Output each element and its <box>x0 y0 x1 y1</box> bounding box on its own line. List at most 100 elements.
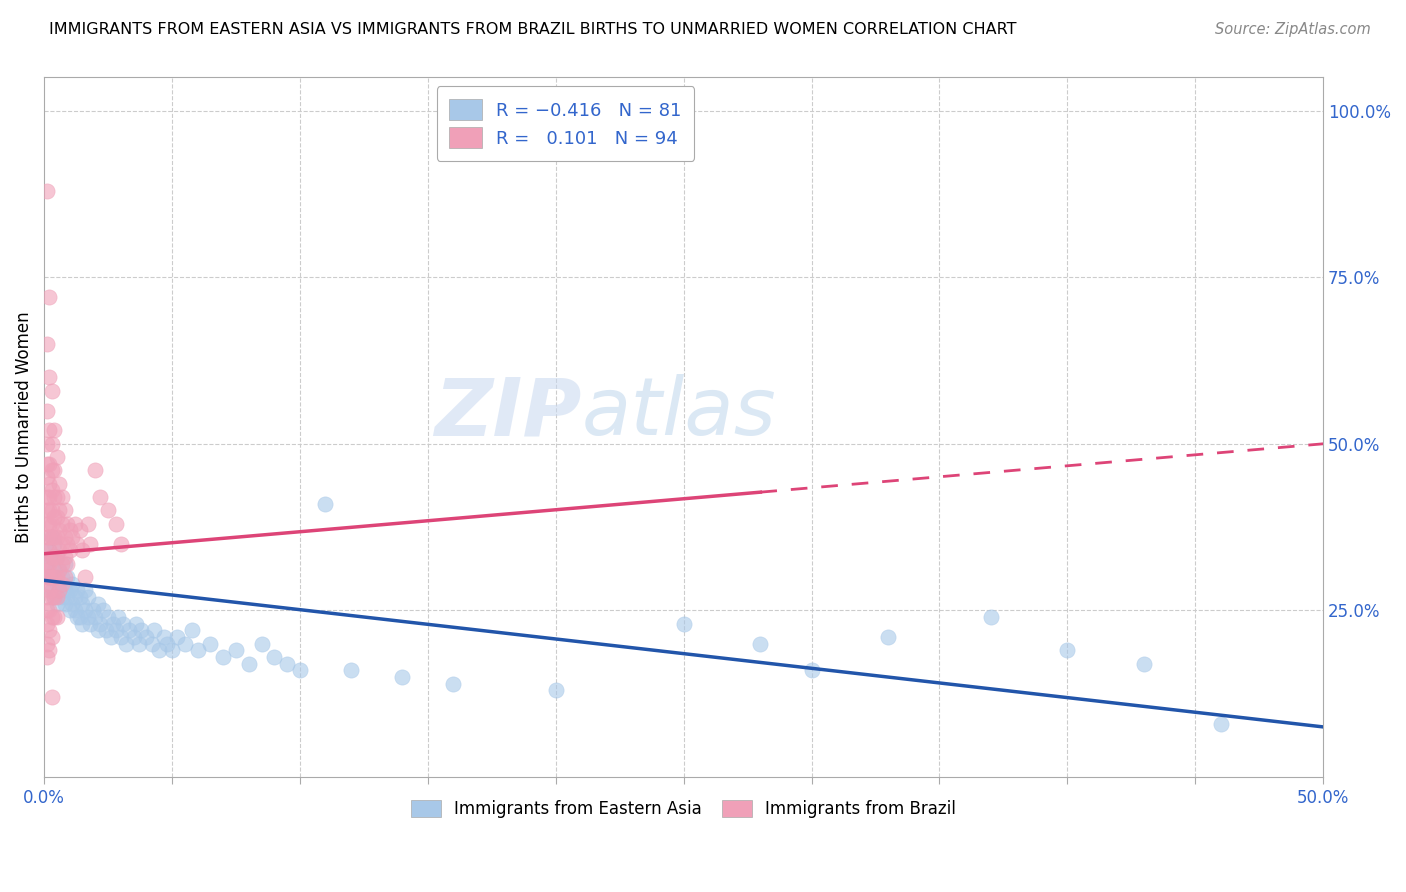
Point <box>45 490 67 504</box>
Point <box>141 637 163 651</box>
Point <box>1133 657 1156 671</box>
Point <box>35 337 58 351</box>
Point <box>38 290 60 304</box>
Point <box>41 483 63 498</box>
Point <box>38 543 60 558</box>
Point <box>35 616 58 631</box>
Point <box>89 616 111 631</box>
Point <box>76 610 98 624</box>
Point <box>51 590 73 604</box>
Point <box>104 516 127 531</box>
Point <box>41 590 63 604</box>
Point <box>276 657 298 671</box>
Point <box>63 590 86 604</box>
Point <box>41 530 63 544</box>
Point <box>97 610 120 624</box>
Point <box>38 516 60 531</box>
Point <box>38 476 60 491</box>
Point <box>181 624 204 638</box>
Point <box>87 597 110 611</box>
Point <box>41 516 63 531</box>
Point <box>38 530 60 544</box>
Point <box>59 583 82 598</box>
Point <box>441 676 464 690</box>
Text: Source: ZipAtlas.com: Source: ZipAtlas.com <box>1215 22 1371 37</box>
Point <box>82 603 104 617</box>
Point <box>41 437 63 451</box>
Point <box>117 624 139 638</box>
Point <box>35 403 58 417</box>
Point <box>56 590 79 604</box>
Point <box>35 516 58 531</box>
Point <box>53 503 76 517</box>
Point <box>56 570 79 584</box>
Point <box>59 543 82 558</box>
Point <box>51 516 73 531</box>
Point <box>166 630 188 644</box>
Point <box>44 424 66 438</box>
Point <box>44 537 66 551</box>
Point <box>44 563 66 577</box>
Point <box>38 557 60 571</box>
Point <box>100 630 122 644</box>
Point <box>35 184 58 198</box>
Point <box>35 603 58 617</box>
Point <box>72 597 94 611</box>
Point <box>156 637 179 651</box>
Point <box>53 570 76 584</box>
Point <box>76 516 98 531</box>
Point <box>187 643 209 657</box>
Point <box>73 583 96 598</box>
Point <box>60 530 83 544</box>
Point <box>110 630 132 644</box>
Point <box>97 503 120 517</box>
Point <box>63 603 86 617</box>
Point <box>41 690 63 704</box>
Point <box>38 503 60 517</box>
Point <box>87 624 110 638</box>
Point <box>749 637 772 651</box>
Point <box>41 384 63 398</box>
Point <box>51 537 73 551</box>
Point <box>72 616 94 631</box>
Point <box>41 610 63 624</box>
Point <box>200 637 222 651</box>
Point <box>315 497 337 511</box>
Point <box>41 463 63 477</box>
Point <box>148 643 170 657</box>
Point <box>44 463 66 477</box>
Point <box>38 457 60 471</box>
Point <box>41 549 63 564</box>
Point <box>63 516 86 531</box>
Point <box>79 537 101 551</box>
Point <box>51 490 73 504</box>
Point <box>107 610 129 624</box>
Point <box>35 437 58 451</box>
Point <box>45 576 67 591</box>
Legend: Immigrants from Eastern Asia, Immigrants from Brazil: Immigrants from Eastern Asia, Immigrants… <box>405 793 963 824</box>
Point <box>76 590 98 604</box>
Point <box>35 590 58 604</box>
Point <box>212 650 235 665</box>
Point <box>48 543 70 558</box>
Point <box>41 570 63 584</box>
Point <box>41 503 63 517</box>
Point <box>225 643 247 657</box>
Point <box>51 557 73 571</box>
Point <box>48 583 70 598</box>
Point <box>48 563 70 577</box>
Point <box>44 549 66 564</box>
Point <box>44 490 66 504</box>
Point <box>1209 716 1232 731</box>
Point <box>110 537 132 551</box>
Point <box>48 563 70 577</box>
Point <box>35 650 58 665</box>
Point <box>53 549 76 564</box>
Point <box>288 663 311 677</box>
Point <box>59 603 82 617</box>
Point <box>53 530 76 544</box>
Point <box>69 524 91 538</box>
Point <box>60 597 83 611</box>
Point <box>48 503 70 517</box>
Point <box>41 630 63 644</box>
